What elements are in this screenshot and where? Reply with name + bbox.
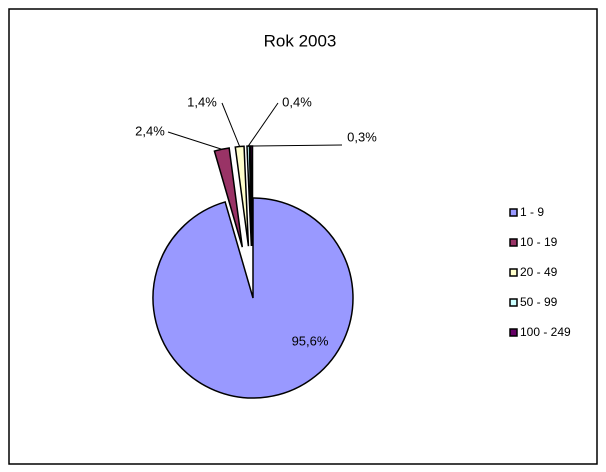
legend-swatch bbox=[509, 328, 518, 337]
pie-slice bbox=[152, 197, 354, 399]
legend-label: 20 - 49 bbox=[520, 265, 558, 279]
leader-line bbox=[251, 144, 343, 147]
leader-line bbox=[221, 102, 241, 147]
legend-label: 50 - 99 bbox=[520, 295, 558, 309]
leader-line bbox=[167, 131, 222, 150]
legend-swatch bbox=[509, 238, 518, 247]
legend-label: 1 - 9 bbox=[520, 205, 544, 219]
legend-label: 10 - 19 bbox=[520, 235, 558, 249]
chart-title: Rok 2003 bbox=[264, 31, 337, 50]
data-label: 0,4% bbox=[282, 94, 312, 109]
legend-swatch bbox=[509, 268, 518, 277]
legend-swatch bbox=[509, 298, 518, 307]
legend-swatch bbox=[509, 208, 518, 217]
legend-label: 100 - 249 bbox=[520, 325, 571, 339]
data-label: 1,4% bbox=[187, 94, 217, 109]
leader-line bbox=[247, 102, 279, 147]
data-label: 2,4% bbox=[135, 123, 165, 138]
data-label: 0,3% bbox=[347, 129, 377, 144]
data-label: 95,6% bbox=[292, 333, 329, 348]
